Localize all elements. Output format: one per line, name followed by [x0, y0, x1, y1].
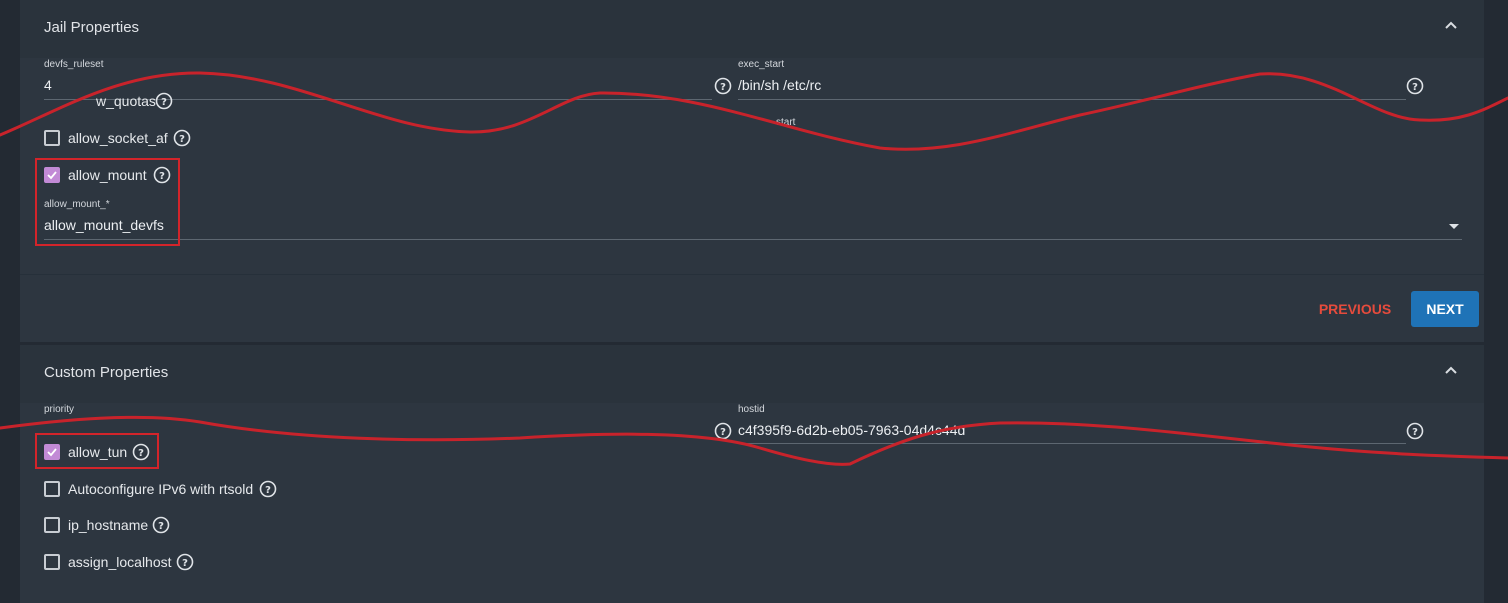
autoconfigure-ipv6-label: Autoconfigure IPv6 with rtsold	[68, 481, 254, 497]
help-icon[interactable]: ?	[1406, 422, 1424, 440]
jail-properties-header[interactable]: Jail Properties	[20, 0, 1484, 58]
allow-mount-select[interactable]: allow_mount_devfs	[44, 217, 164, 233]
custom-properties-header[interactable]: Custom Properties	[20, 345, 1484, 403]
previous-button[interactable]: PREVIOUS	[1312, 291, 1398, 327]
help-icon[interactable]: ?	[259, 480, 277, 498]
help-icon[interactable]: ?	[155, 92, 173, 110]
exec-start-input[interactable]: /bin/sh /etc/rc	[738, 77, 822, 93]
next-button[interactable]: NEXT	[1411, 291, 1479, 327]
highlight-box	[35, 158, 180, 246]
assign-localhost-label: assign_localhost	[68, 554, 172, 570]
help-icon[interactable]: ?	[173, 129, 191, 147]
svg-text:?: ?	[159, 171, 165, 182]
allow-mount-checkbox[interactable]	[44, 167, 60, 183]
highlight-box	[35, 433, 159, 469]
help-icon[interactable]: ?	[176, 553, 194, 571]
hostid-input[interactable]: c4f395f9-6d2b-eb05-7963-04d4c44d	[738, 422, 966, 438]
devfs-ruleset-input[interactable]: 4	[44, 77, 52, 93]
svg-text:?: ?	[1412, 82, 1418, 93]
help-icon[interactable]: ?	[1406, 77, 1424, 95]
allow-socket-af-checkbox[interactable]	[44, 130, 60, 146]
help-icon[interactable]: ?	[153, 166, 171, 184]
help-icon[interactable]: ?	[714, 77, 732, 95]
svg-text:?: ?	[179, 134, 185, 145]
obscured-field-label: start	[776, 117, 796, 128]
allow-mount-label: allow_mount	[68, 167, 147, 183]
help-icon[interactable]: ?	[152, 516, 170, 534]
svg-text:?: ?	[182, 558, 188, 569]
allow-mount-select-underline	[44, 239, 1462, 240]
exec-start-underline	[738, 99, 1406, 100]
assign-localhost-checkbox[interactable]	[44, 554, 60, 570]
ip-hostname-label: ip_hostname	[68, 517, 149, 533]
allow-socket-af-label: allow_socket_af	[68, 130, 168, 146]
svg-text:?: ?	[265, 485, 271, 496]
checkmark-icon	[47, 171, 57, 180]
help-icon[interactable]: ?	[714, 422, 732, 440]
priority-label: priority	[44, 404, 75, 415]
svg-text:?: ?	[720, 82, 726, 93]
allow-mount-select-label: allow_mount_*	[44, 199, 110, 210]
ip-hostname-checkbox[interactable]	[44, 517, 60, 533]
chevron-up-icon[interactable]	[1444, 364, 1458, 378]
dropdown-arrow-icon[interactable]	[1448, 222, 1460, 230]
svg-text:?: ?	[161, 97, 167, 108]
chevron-up-icon[interactable]	[1444, 19, 1458, 33]
obscured-checkbox-label: w_quotas	[96, 93, 156, 109]
jail-properties-title: Jail Properties	[44, 19, 140, 36]
svg-text:?: ?	[720, 427, 726, 438]
hostid-label: hostid	[738, 404, 765, 415]
svg-text:?: ?	[1412, 427, 1418, 438]
exec-start-label: exec_start	[738, 59, 785, 70]
autoconfigure-ipv6-checkbox[interactable]	[44, 481, 60, 497]
svg-text:?: ?	[158, 521, 164, 532]
custom-properties-title: Custom Properties	[44, 364, 169, 381]
action-bar	[20, 275, 1484, 342]
section-divider	[20, 274, 1484, 275]
devfs-ruleset-label: devfs_ruleset	[44, 59, 104, 70]
hostid-underline	[738, 443, 1406, 444]
